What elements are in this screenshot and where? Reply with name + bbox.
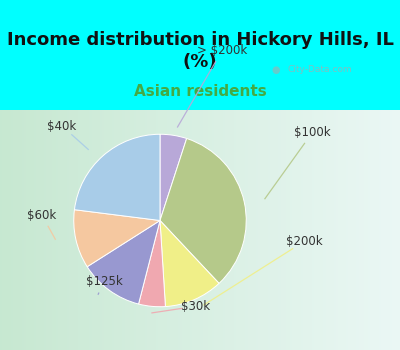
Wedge shape	[87, 220, 160, 304]
Wedge shape	[160, 220, 219, 307]
Text: City-Data.com: City-Data.com	[288, 65, 353, 75]
Text: ●: ●	[272, 65, 280, 75]
Text: Income distribution in Hickory Hills, IL
(%): Income distribution in Hickory Hills, IL…	[6, 31, 394, 71]
Wedge shape	[74, 134, 160, 220]
Wedge shape	[74, 210, 160, 267]
Text: $60k: $60k	[27, 209, 57, 222]
Text: Asian residents: Asian residents	[134, 84, 266, 99]
Wedge shape	[138, 220, 166, 307]
Wedge shape	[160, 134, 187, 220]
Text: $100k: $100k	[294, 126, 330, 140]
Wedge shape	[160, 139, 246, 284]
Text: $30k: $30k	[182, 300, 210, 313]
Text: $40k: $40k	[47, 119, 77, 133]
Text: $125k: $125k	[86, 275, 122, 288]
Text: > $200k: > $200k	[197, 44, 247, 57]
Text: $200k: $200k	[286, 235, 322, 248]
